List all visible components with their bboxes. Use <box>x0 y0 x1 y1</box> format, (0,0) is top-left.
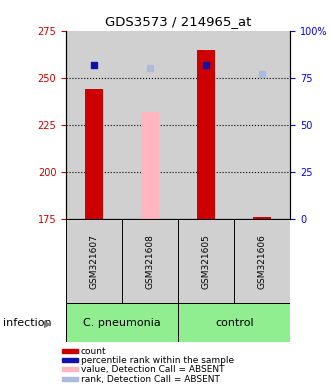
Bar <box>234 31 290 219</box>
Bar <box>66 31 122 219</box>
Bar <box>122 219 178 303</box>
Text: value, Detection Call = ABSENT: value, Detection Call = ABSENT <box>81 365 224 374</box>
Text: GSM321606: GSM321606 <box>258 234 267 288</box>
Bar <box>253 217 271 219</box>
Bar <box>62 367 78 371</box>
Bar <box>62 349 78 353</box>
Bar <box>85 89 103 219</box>
Text: GSM321608: GSM321608 <box>146 234 155 288</box>
Text: C. pneumonia: C. pneumonia <box>83 318 161 328</box>
Bar <box>178 31 234 219</box>
Bar <box>66 303 178 342</box>
Text: infection: infection <box>3 318 52 328</box>
Bar <box>178 219 234 303</box>
Text: percentile rank within the sample: percentile rank within the sample <box>81 356 234 365</box>
Text: GSM321607: GSM321607 <box>89 234 99 288</box>
Text: count: count <box>81 347 106 356</box>
Bar <box>234 219 290 303</box>
Text: ▶: ▶ <box>44 318 51 328</box>
Bar <box>66 219 122 303</box>
Text: control: control <box>215 318 254 328</box>
Bar <box>141 112 159 219</box>
Bar <box>62 358 78 362</box>
Bar <box>197 50 215 219</box>
Text: rank, Detection Call = ABSENT: rank, Detection Call = ABSENT <box>81 375 220 384</box>
Bar <box>122 31 178 219</box>
Bar <box>178 303 290 342</box>
Bar <box>62 377 78 381</box>
Text: GSM321605: GSM321605 <box>202 234 211 288</box>
Title: GDS3573 / 214965_at: GDS3573 / 214965_at <box>105 15 251 28</box>
